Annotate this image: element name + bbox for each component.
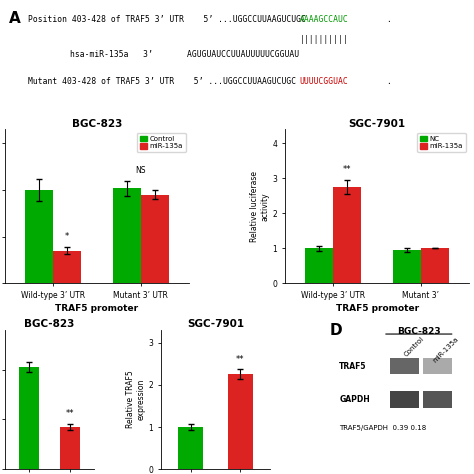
Title: BGC-823: BGC-823 bbox=[24, 319, 75, 329]
Bar bbox=[423, 391, 452, 408]
Bar bbox=[390, 358, 419, 374]
Bar bbox=[305, 248, 333, 283]
Title: SGC-7901: SGC-7901 bbox=[348, 118, 406, 128]
Bar bbox=[423, 358, 452, 374]
Legend: Control, miR-135a: Control, miR-135a bbox=[137, 133, 186, 152]
Text: Mutant 403-428 of TRAF5 3’ UTR    5’ ...UGGCCUUAAGUCUGC: Mutant 403-428 of TRAF5 3’ UTR 5’ ...UGG… bbox=[28, 77, 296, 86]
Bar bbox=[228, 374, 253, 469]
Text: **: ** bbox=[65, 410, 74, 419]
Bar bbox=[390, 391, 419, 408]
Text: UUUUCGGUAC: UUUUCGGUAC bbox=[300, 77, 348, 86]
Text: ||||||||||: |||||||||| bbox=[300, 35, 348, 44]
Text: TRAF5/GAPDH  0.39 0.18: TRAF5/GAPDH 0.39 0.18 bbox=[339, 425, 427, 431]
Text: .: . bbox=[386, 15, 391, 24]
Text: D: D bbox=[330, 323, 343, 338]
Bar bbox=[333, 187, 361, 283]
X-axis label: TRAF5 promoter: TRAF5 promoter bbox=[55, 304, 138, 313]
Text: TRAF5: TRAF5 bbox=[339, 362, 367, 371]
Bar bbox=[141, 195, 169, 283]
Text: Position 403-428 of TRAF5 3’ UTR    5’ ...UGGCCUUAAGUCUGC: Position 403-428 of TRAF5 3’ UTR 5’ ...U… bbox=[28, 15, 306, 24]
Text: AAAAGCCAUC: AAAAGCCAUC bbox=[300, 15, 348, 24]
Bar bbox=[53, 251, 81, 283]
Bar bbox=[113, 188, 141, 283]
Text: .: . bbox=[386, 77, 391, 86]
Text: miR-135a: miR-135a bbox=[432, 336, 460, 363]
Title: SGC-7901: SGC-7901 bbox=[187, 319, 244, 329]
Text: hsa-miR-135a   3’       AGUGUAUCCUUAUUUUUCGGUAU: hsa-miR-135a 3’ AGUGUAUCCUUAUUUUUCGGUAU bbox=[70, 50, 299, 59]
Bar bbox=[25, 190, 53, 283]
Text: NS: NS bbox=[136, 165, 146, 174]
Text: Control: Control bbox=[403, 336, 425, 357]
Y-axis label: Relative TRAF5
expression: Relative TRAF5 expression bbox=[126, 371, 146, 428]
Bar bbox=[393, 250, 421, 283]
Legend: NC, miR-135a: NC, miR-135a bbox=[417, 133, 466, 152]
Text: BGC-823: BGC-823 bbox=[397, 327, 441, 336]
Text: A: A bbox=[9, 11, 21, 26]
Bar bbox=[178, 427, 203, 469]
Bar bbox=[19, 367, 39, 469]
Text: **: ** bbox=[343, 165, 352, 174]
Text: GAPDH: GAPDH bbox=[339, 395, 370, 404]
X-axis label: TRAF5 promoter: TRAF5 promoter bbox=[336, 304, 419, 313]
Bar bbox=[421, 248, 449, 283]
Text: *: * bbox=[65, 232, 69, 241]
Text: **: ** bbox=[236, 355, 245, 364]
Y-axis label: Relative luciferase
activity: Relative luciferase activity bbox=[250, 171, 270, 242]
Bar bbox=[60, 427, 80, 469]
Title: BGC-823: BGC-823 bbox=[72, 118, 122, 128]
